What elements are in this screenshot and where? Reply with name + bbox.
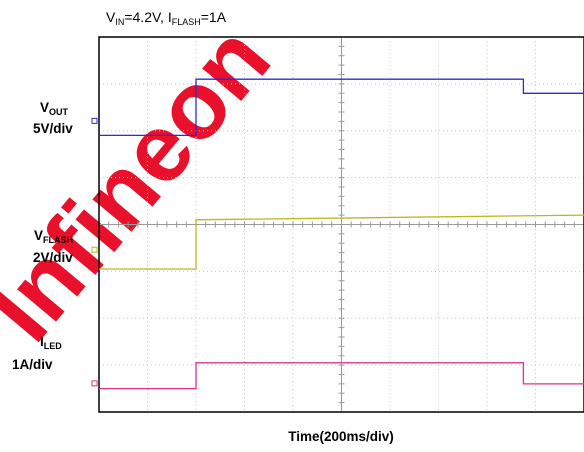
channel-marker-1 xyxy=(91,117,98,124)
channel-marker-3 xyxy=(91,380,98,387)
channel-marker-2 xyxy=(91,246,98,253)
ch2-scale: 2V/div xyxy=(33,250,73,265)
ch3-name: ILED xyxy=(40,334,62,351)
x-axis-label: Time(200ms/div) xyxy=(288,429,394,444)
grid xyxy=(98,36,584,413)
plot-frame xyxy=(98,36,584,413)
ch1-scale: 5V/div xyxy=(33,121,73,136)
ch2-name: VFLASH xyxy=(34,228,73,245)
trace-2 xyxy=(99,214,584,270)
channel-markers xyxy=(91,117,98,387)
watermark: Infineon xyxy=(0,6,291,361)
chart-title: VIN=4.2V, IFLASH=1A xyxy=(106,9,227,27)
traces xyxy=(99,78,584,390)
ch3-scale: 1A/div xyxy=(12,357,53,372)
trace-1 xyxy=(99,78,584,137)
ch1-name: VOUT xyxy=(40,100,69,117)
trace-3 xyxy=(99,362,584,390)
